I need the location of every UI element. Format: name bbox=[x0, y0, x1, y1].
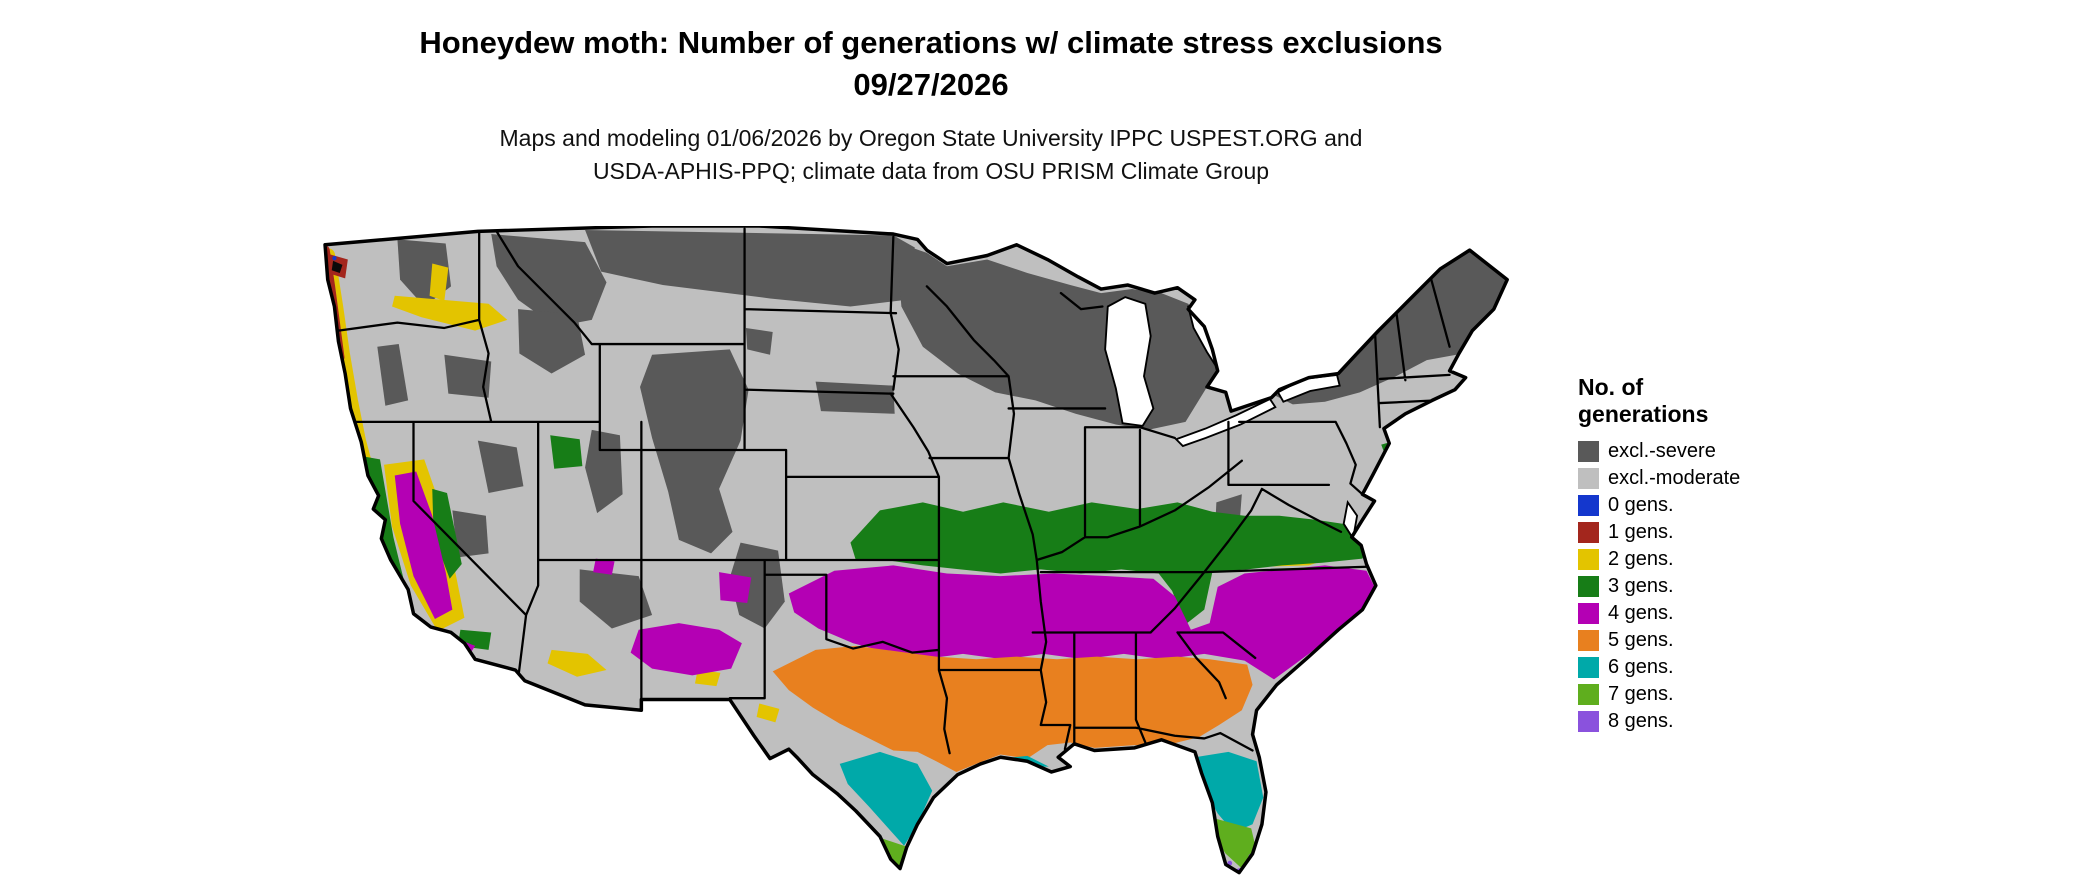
attribution-line1: Maps and modeling 01/06/2026 by Oregon S… bbox=[499, 125, 1363, 151]
legend-label: 1 gens. bbox=[1608, 521, 1674, 543]
legend-label: 7 gens. bbox=[1608, 683, 1674, 705]
us-generations-map bbox=[323, 226, 1509, 875]
legend-item: excl.-moderate bbox=[1578, 465, 1740, 492]
map-title-line1: Honeydew moth: Number of generations w/ … bbox=[419, 25, 1443, 60]
legend-swatch bbox=[1578, 684, 1599, 705]
legend-label: 5 gens. bbox=[1608, 629, 1674, 651]
lake-erie bbox=[1174, 397, 1277, 448]
legend-swatch bbox=[1578, 441, 1599, 462]
region-0-gens bbox=[332, 256, 337, 261]
legend-label: 3 gens. bbox=[1608, 575, 1674, 597]
legend-item: 7 gens. bbox=[1578, 681, 1740, 708]
legend-item: 0 gens. bbox=[1578, 492, 1740, 519]
region-excl-severe bbox=[377, 230, 1508, 629]
legend-items: excl.-severe excl.-moderate 0 gens. 1 gens.… bbox=[1578, 438, 1740, 735]
legend-swatch bbox=[1578, 711, 1599, 732]
map-container bbox=[317, 226, 1530, 886]
legend-swatch bbox=[1578, 468, 1599, 489]
legend-label: excl.-severe bbox=[1608, 440, 1716, 462]
state-borders bbox=[337, 227, 1451, 755]
page-title: Honeydew moth: Number of generations w/ … bbox=[0, 22, 1862, 106]
legend-title: No. of generations bbox=[1578, 374, 1740, 428]
legend-swatch bbox=[1578, 657, 1599, 678]
legend-item: 3 gens. bbox=[1578, 573, 1740, 600]
legend-swatch bbox=[1578, 630, 1599, 651]
legend-item: 8 gens. bbox=[1578, 708, 1740, 735]
legend-item: 4 gens. bbox=[1578, 600, 1740, 627]
legend-title-line2: generations bbox=[1578, 401, 1709, 427]
legend-item: 5 gens. bbox=[1578, 627, 1740, 654]
legend-swatch bbox=[1578, 603, 1599, 624]
attribution: Maps and modeling 01/06/2026 by Oregon S… bbox=[0, 122, 1862, 188]
legend-label: excl.-moderate bbox=[1608, 467, 1741, 489]
lake-michigan bbox=[1104, 296, 1155, 427]
legend-label: 2 gens. bbox=[1608, 548, 1674, 570]
region-5-gens bbox=[772, 645, 1253, 772]
legend-item: 2 gens. bbox=[1578, 546, 1740, 573]
legend-label: 8 gens. bbox=[1608, 710, 1674, 732]
attribution-line2: USDA-APHIS-PPQ; climate data from OSU PR… bbox=[592, 158, 1270, 184]
legend-swatch bbox=[1578, 549, 1599, 570]
legend-item: 6 gens. bbox=[1578, 654, 1740, 681]
legend: No. of generations excl.-severe excl.-mod… bbox=[1578, 374, 1740, 735]
map-title-date: 09/27/2026 bbox=[853, 67, 1009, 102]
legend-item: excl.-severe bbox=[1578, 438, 1740, 465]
legend-label: 6 gens. bbox=[1608, 656, 1674, 678]
legend-label: 0 gens. bbox=[1608, 494, 1674, 516]
legend-item: 1 gens. bbox=[1578, 519, 1740, 546]
legend-swatch bbox=[1578, 576, 1599, 597]
legend-swatch bbox=[1578, 495, 1599, 516]
legend-swatch bbox=[1578, 522, 1599, 543]
us-outline bbox=[323, 226, 1509, 875]
legend-label: 4 gens. bbox=[1608, 602, 1674, 624]
legend-title-line1: No. of bbox=[1578, 374, 1644, 400]
region-7-gens bbox=[879, 818, 1257, 869]
